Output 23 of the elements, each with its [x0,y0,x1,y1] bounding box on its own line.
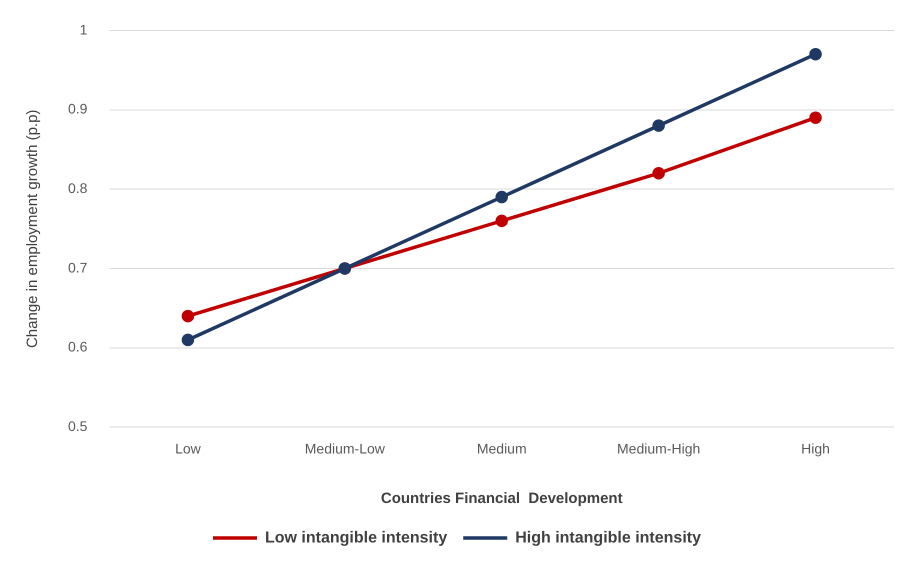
point [652,119,665,132]
point [495,190,508,204]
y-axis-title: Change in employment growth (p.p) [24,110,42,348]
x-tick-label: Medium-High [617,440,700,456]
point [495,214,508,228]
legend-label: Low intangible intensity [264,529,448,546]
y-tick-label: 1 [80,21,88,38]
x-axis-title: Countries Financial Development [380,490,623,508]
x-tick-label: High [801,440,830,456]
point [652,167,665,180]
point [182,334,194,346]
x-tick-label: Medium-Low [304,440,386,456]
y-tick-label: 0.6 [68,338,88,355]
point [182,310,194,322]
y-tick-label: 0.8 [68,180,88,196]
y-tick-label: 0.5 [68,418,88,434]
x-tick-label: Medium [476,440,527,456]
y-tick-label: 0.7 [68,259,88,276]
legend-label: High intangible intensity [515,529,702,546]
x-tick-label: Low [175,440,202,456]
point [809,111,822,124]
point [809,48,822,60]
y-tick-label: 0.9 [68,100,88,117]
